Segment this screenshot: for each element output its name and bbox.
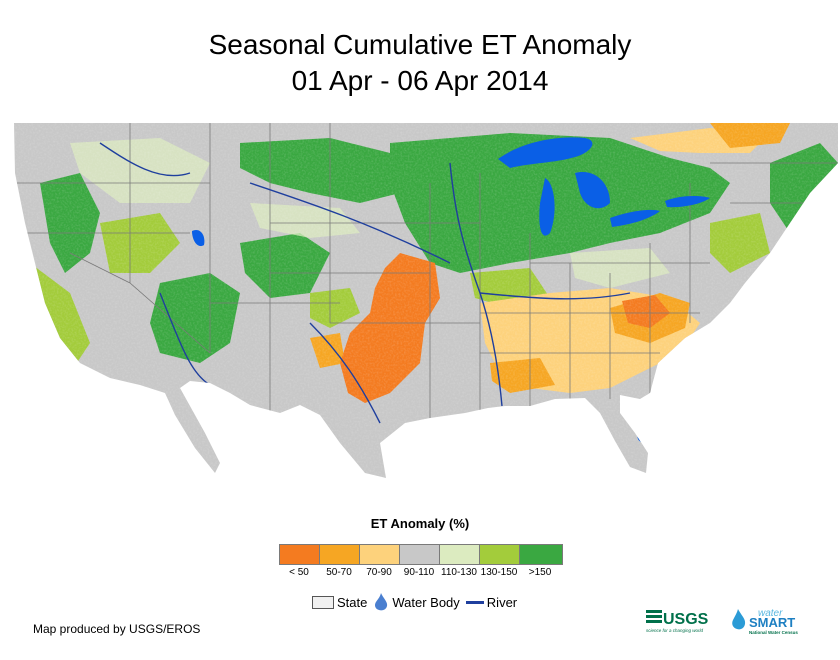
ramp-label: 90-110 (403, 567, 435, 578)
color-ramp (279, 544, 563, 565)
swatch-gt150 (520, 545, 562, 564)
water-body-legend-label: Water Body (392, 594, 460, 610)
ramp-label: >150 (528, 567, 552, 578)
map-date-range: 01 Apr - 06 Apr 2014 (291, 65, 549, 96)
swatch-70-90 (360, 545, 400, 564)
river-legend-label: River (486, 594, 518, 610)
ramp-label: 50-70 (326, 567, 352, 578)
watersmart-logo: water SMART National Water Census (732, 608, 798, 635)
watersmart-tagline: National Water Census (749, 630, 798, 635)
water-bodies (192, 137, 710, 443)
swatch-130-150 (480, 545, 520, 564)
water-drop-icon (732, 609, 746, 630)
ramp-label: 130-150 (480, 567, 518, 578)
river-symbol (465, 600, 484, 604)
state-boundaries (14, 123, 838, 423)
watersmart-smart-text: SMART (749, 615, 795, 630)
lake-huron (575, 172, 610, 209)
usgs-tagline: science for a changing world (646, 628, 704, 633)
water-drop-icon (375, 593, 388, 611)
great-salt-lake (192, 229, 205, 247)
conus-et-anomaly-map (14, 123, 838, 478)
lake-erie (610, 209, 660, 227)
state-symbol (312, 595, 334, 609)
lake-michigan (539, 178, 555, 236)
map-title: Seasonal Cumulative ET Anomaly (208, 29, 632, 60)
reference-legend: State Water Body River (312, 592, 523, 612)
color-ramp-labels: < 50 50-70 70-90 90-110 110-130 130-150 … (279, 567, 561, 578)
legend-title: ET Anomaly (%) (370, 516, 470, 531)
ramp-label: 110-130 (441, 567, 477, 578)
swatch-110-130 (440, 545, 480, 564)
river-legend-item: River (465, 594, 518, 610)
swatch-50-70 (320, 545, 360, 564)
agency-logos: USGS science for a changing world water … (646, 608, 798, 635)
ramp-label: < 50 (289, 567, 309, 578)
swatch-90-110 (400, 545, 440, 564)
usgs-wave-icon (646, 610, 662, 623)
state-legend-label: State (337, 594, 368, 610)
rivers (99, 142, 631, 424)
state-legend-item: State (312, 595, 367, 610)
water-body-legend-item: Water Body (373, 592, 460, 612)
map-credit: Map produced by USGS/EROS (33, 622, 201, 636)
swatch-lt50 (280, 545, 320, 564)
usgs-wordmark: USGS (663, 611, 709, 628)
lake-ontario (665, 196, 710, 208)
ramp-label: 70-90 (366, 567, 392, 578)
usgs-logo: USGS science for a changing world (646, 610, 709, 633)
watersmart-water-text: water (758, 608, 783, 619)
lake-superior (498, 137, 593, 168)
